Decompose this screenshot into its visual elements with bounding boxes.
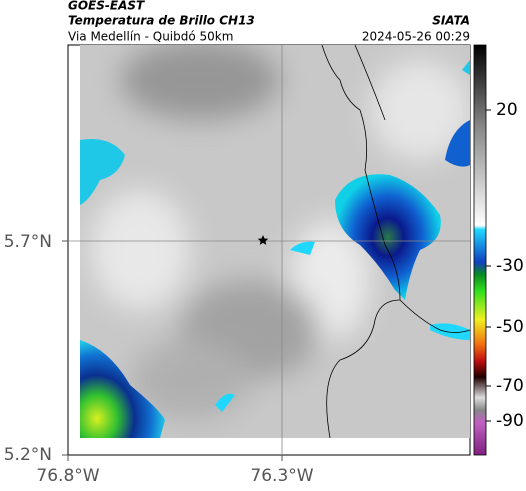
source: SIATA [432, 14, 470, 28]
subtitle: Temperatura de Brillo CH13 [68, 14, 255, 28]
map [67, 44, 471, 456]
colorbar-label: -30 [496, 256, 524, 276]
colorbar-label: -90 [496, 411, 524, 431]
title: GOES-EAST [68, 0, 145, 13]
lon-label: 76.3°W [250, 466, 313, 486]
colorbar-label: 20 [496, 100, 518, 120]
lat-label: 5.2°N [4, 445, 52, 465]
timestamp: 2024-05-26 00:29 [362, 30, 470, 44]
lon-label: 76.8°W [36, 466, 99, 486]
colorbar [473, 44, 487, 456]
region: Via Medellín - Quibdó 50km [68, 30, 233, 44]
city-marker [257, 235, 269, 245]
colorbar-label: -70 [496, 376, 524, 396]
colorbar-label: -50 [496, 317, 524, 337]
lat-label: 5.7°N [4, 232, 52, 252]
